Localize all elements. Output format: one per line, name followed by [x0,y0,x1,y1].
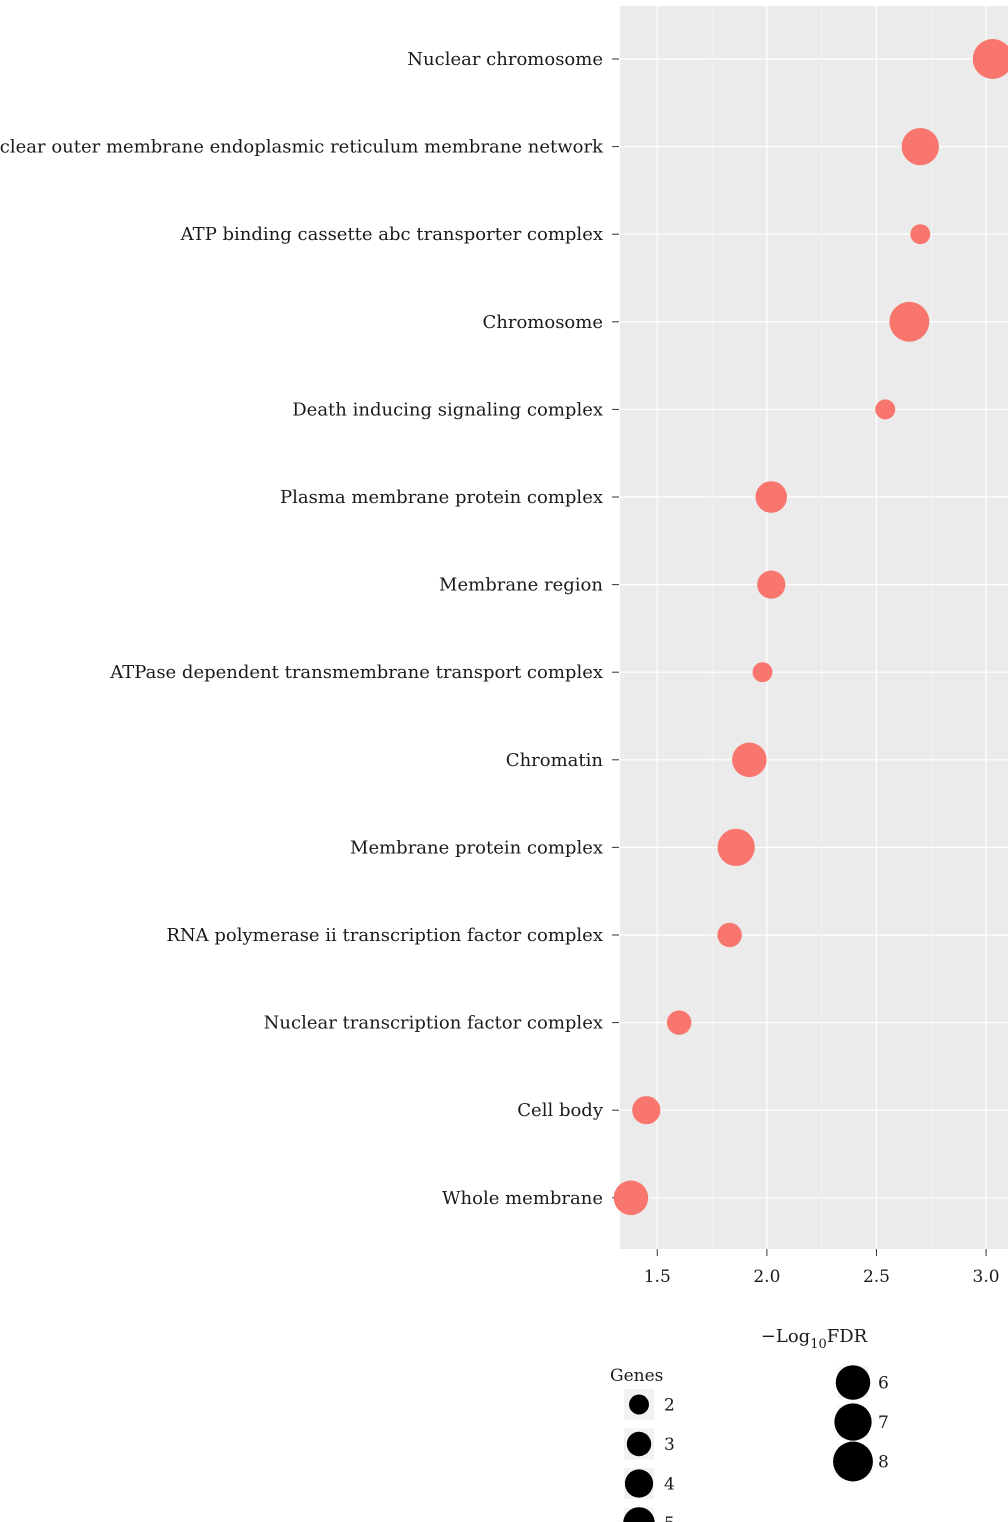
legend-key-dot [624,1469,654,1498]
data-point [972,39,1008,79]
y-tick-label: Death inducing signaling complex [292,399,603,420]
x-tick-label: 2.5 [863,1267,890,1287]
grid-lines [620,6,1008,1249]
legend-key-dot [629,1394,649,1415]
y-tick-label: Membrane region [439,575,603,596]
y-tick-label: Chromosome [482,312,603,333]
legend-label: 7 [878,1413,889,1433]
legend-label: 3 [664,1435,675,1455]
data-points [613,39,1008,1216]
data-point [752,662,773,683]
y-tick-label: Nuclear chromosome [407,49,603,70]
x-axis-title: −Log10FDR [761,1326,868,1352]
legend-label: 8 [878,1453,889,1473]
data-point [732,742,767,778]
data-point [757,570,786,599]
x-tick-label: 2.0 [753,1267,780,1287]
plot-panel [620,6,1008,1249]
data-point [717,922,742,948]
legend-title: Genes [610,1366,663,1386]
y-tick-label: Plasma membrane protein complex [280,487,603,508]
y-tick-label: Cell body [517,1100,604,1121]
x-axis: 1.5 2.0 2.5 3.0 [644,1249,1000,1287]
y-tick-label: Nuclear transcription factor complex [264,1013,603,1034]
legend-label: 6 [878,1374,889,1394]
data-point [910,224,931,245]
y-tick-label: Whole membrane [442,1188,603,1209]
legend-key-dot [623,1507,655,1522]
legend-key-dot [835,1365,871,1400]
x-tick-label: 1.5 [644,1267,671,1287]
y-tick-label: ATPase dependent transmembrane transport… [109,662,603,683]
y-tick-label: ATP binding cassette abc transporter com… [180,224,603,245]
y-tick-label: Nuclear outer membrane endoplasmic retic… [0,137,604,158]
legend-label: 2 [664,1396,675,1416]
legend-key-dot [626,1431,652,1457]
data-point [755,481,788,513]
y-tick-label: Membrane protein complex [350,837,603,858]
x-tick-label: 3.0 [973,1267,1000,1287]
data-point [666,1010,692,1035]
y-tick-label: RNA polymerase ii transcription factor c… [166,925,603,946]
data-point [875,399,896,420]
data-point [613,1180,649,1216]
size-legend: 2 3 4 5 6 7 8 [623,1365,889,1522]
legend-key-dot [834,1403,872,1441]
data-point [717,828,755,867]
data-point [901,127,939,166]
data-point [632,1096,661,1125]
legend-label: 5 [664,1514,675,1522]
legend-key-dot [833,1441,873,1482]
y-axis: Nuclear chromosome Nuclear outer membrane… [0,49,619,1209]
data-point [889,301,930,342]
y-tick-label: Chromatin [506,750,604,771]
legend-label: 4 [664,1475,675,1495]
